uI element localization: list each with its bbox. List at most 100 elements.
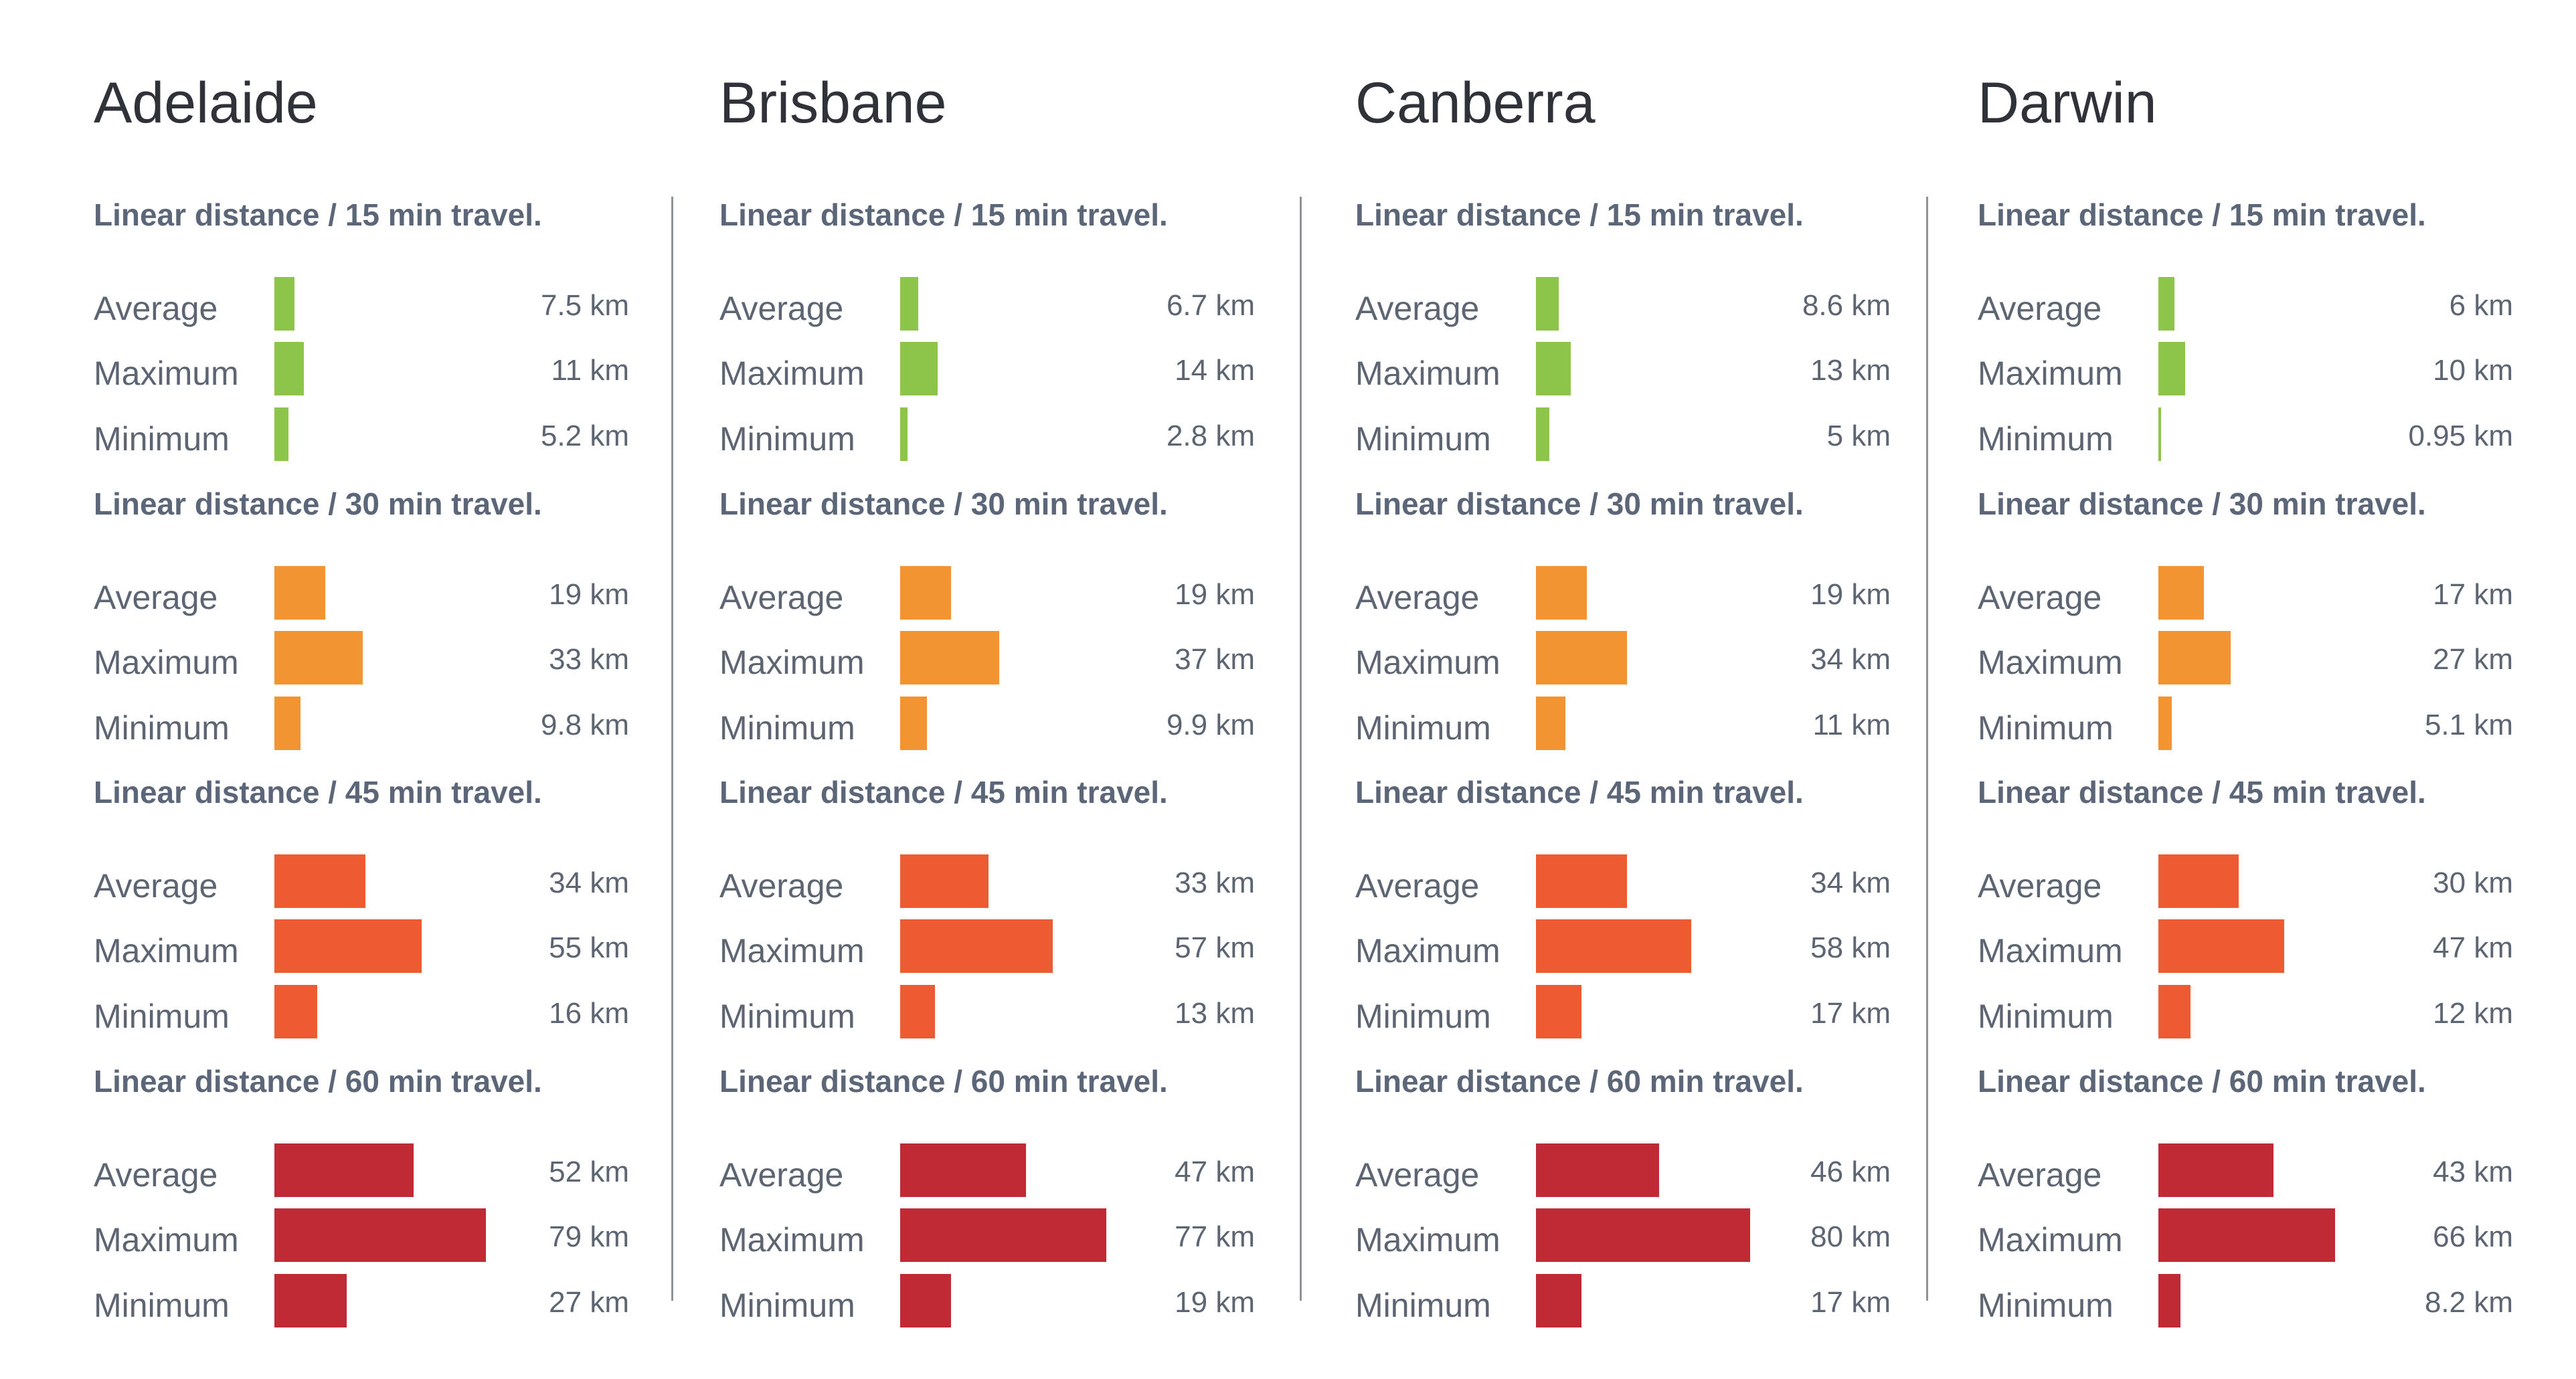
- bar-row-average: Average 47 km: [719, 1141, 1255, 1205]
- bar-45-maximum: [274, 919, 422, 973]
- bar-15-maximum: [274, 342, 304, 395]
- value-label: 12 km: [2433, 997, 2513, 1030]
- row-label: Average: [1355, 1156, 1480, 1194]
- bar-60-average: [1536, 1143, 1659, 1197]
- section-title: Linear distance / 60 min travel.: [94, 1064, 542, 1099]
- value-label: 47 km: [1175, 1156, 1255, 1188]
- city-column-darwin: Darwin Linear distance / 15 min travel. Av…: [1978, 0, 2526, 1379]
- value-label: 13 km: [1175, 997, 1255, 1030]
- row-label: Maximum: [94, 1221, 239, 1259]
- bar-row-minimum: Minimum 0.95 km: [1978, 405, 2513, 469]
- row-label: Average: [94, 1156, 218, 1194]
- bar-60-minimum: [2158, 1274, 2180, 1327]
- bar-row-average: Average 19 km: [719, 563, 1255, 628]
- row-label: Minimum: [1978, 709, 2114, 747]
- row-label: Average: [1978, 1156, 2102, 1194]
- row-label: Minimum: [1355, 709, 1491, 747]
- bar-row-minimum: Minimum 17 km: [1355, 1271, 1891, 1336]
- bar-60-minimum: [1536, 1274, 1581, 1327]
- bar-30-maximum: [1536, 631, 1627, 684]
- bar-45-maximum: [2158, 919, 2284, 973]
- row-label: Maximum: [1978, 932, 2123, 970]
- value-label: 13 km: [1810, 354, 1891, 387]
- value-label: 6 km: [2449, 289, 2513, 322]
- bar-row-average: Average 7.5 km: [94, 274, 629, 339]
- value-label: 80 km: [1810, 1220, 1891, 1253]
- row-label: Minimum: [1978, 420, 2114, 458]
- value-label: 8.6 km: [1802, 289, 1891, 322]
- bar-row-average: Average 43 km: [1978, 1141, 2513, 1205]
- bar-60-maximum: [274, 1208, 486, 1262]
- travel-group-60-min: Linear distance / 60 min travel. Average 4…: [719, 1064, 1308, 1368]
- bar-60-maximum: [1536, 1208, 1750, 1262]
- row-label: Maximum: [719, 932, 865, 970]
- bar-15-average: [900, 277, 918, 331]
- section-title: Linear distance / 30 min travel.: [94, 486, 542, 521]
- bar-row-average: Average 8.6 km: [1355, 274, 1891, 339]
- section-title: Linear distance / 60 min travel.: [719, 1064, 1168, 1099]
- bar-row-minimum: Minimum 13 km: [719, 982, 1255, 1046]
- travel-group-15-min: Linear distance / 15 min travel. Average 8…: [1355, 197, 1944, 502]
- bar-row-minimum: Minimum 8.2 km: [1978, 1271, 2513, 1336]
- bar-row-average: Average 6 km: [1978, 274, 2513, 339]
- section-title: Linear distance / 60 min travel.: [1355, 1064, 1804, 1099]
- bar-45-maximum: [1536, 919, 1691, 973]
- value-label: 19 km: [549, 578, 629, 611]
- row-label: Average: [1978, 867, 2102, 905]
- value-label: 55 km: [549, 931, 629, 964]
- row-label: Maximum: [1355, 355, 1500, 392]
- value-label: 8.2 km: [2424, 1286, 2513, 1319]
- section-title: Linear distance / 45 min travel.: [719, 775, 1168, 810]
- row-label: Average: [94, 867, 218, 905]
- travel-group-45-min: Linear distance / 45 min travel. Average 3…: [1355, 775, 1944, 1079]
- bar-row-average: Average 52 km: [94, 1141, 629, 1205]
- row-label: Average: [1978, 579, 2102, 616]
- bar-row-maximum: Maximum 80 km: [1355, 1206, 1891, 1270]
- bar-row-maximum: Maximum 66 km: [1978, 1206, 2513, 1270]
- value-label: 33 km: [549, 643, 629, 676]
- bar-row-minimum: Minimum 11 km: [1355, 694, 1891, 758]
- value-label: 6.7 km: [1166, 289, 1255, 322]
- bar-row-maximum: Maximum 33 km: [94, 628, 629, 693]
- bar-30-average: [2158, 566, 2204, 620]
- travel-group-15-min: Linear distance / 15 min travel. Average 6…: [1978, 197, 2567, 502]
- travel-group-60-min: Linear distance / 60 min travel. Average 4…: [1978, 1064, 2567, 1368]
- bar-30-maximum: [274, 631, 363, 684]
- city-column-adelaide: Adelaide Linear distance / 15 min travel.…: [94, 0, 642, 1379]
- travel-group-30-min: Linear distance / 30 min travel. Average 1…: [1355, 486, 1944, 791]
- bar-row-maximum: Maximum 58 km: [1355, 917, 1891, 981]
- section-title: Linear distance / 45 min travel.: [1978, 775, 2426, 810]
- bar-row-maximum: Maximum 27 km: [1978, 628, 2513, 693]
- bar-row-average: Average 33 km: [719, 852, 1255, 916]
- value-label: 10 km: [2433, 354, 2513, 387]
- bar-60-average: [2158, 1143, 2273, 1197]
- value-label: 27 km: [549, 1286, 629, 1319]
- bar-row-minimum: Minimum 16 km: [94, 982, 629, 1046]
- value-label: 14 km: [1175, 354, 1255, 387]
- section-title: Linear distance / 45 min travel.: [1355, 775, 1804, 810]
- bar-row-minimum: Minimum 9.8 km: [94, 694, 629, 758]
- row-label: Minimum: [1978, 1287, 2114, 1324]
- value-label: 33 km: [1175, 866, 1255, 899]
- bar-15-average: [2158, 277, 2174, 331]
- value-label: 47 km: [2433, 931, 2513, 964]
- value-label: 5.1 km: [2424, 709, 2513, 741]
- row-label: Average: [1355, 867, 1480, 905]
- bar-row-minimum: Minimum 5.2 km: [94, 405, 629, 469]
- bar-row-minimum: Minimum 9.9 km: [719, 694, 1255, 758]
- row-label: Maximum: [94, 355, 239, 392]
- bar-row-maximum: Maximum 79 km: [94, 1206, 629, 1270]
- value-label: 30 km: [2433, 866, 2513, 899]
- value-label: 77 km: [1175, 1220, 1255, 1253]
- section-title: Linear distance / 60 min travel.: [1978, 1064, 2426, 1099]
- bar-15-minimum: [1536, 407, 1549, 461]
- bar-30-minimum: [1536, 697, 1565, 750]
- value-label: 52 km: [549, 1156, 629, 1188]
- row-label: Average: [94, 579, 218, 616]
- value-label: 46 km: [1810, 1156, 1891, 1188]
- value-label: 5 km: [1826, 420, 1891, 452]
- row-label: Average: [719, 290, 844, 327]
- bar-45-average: [2158, 854, 2239, 908]
- section-title: Linear distance / 45 min travel.: [94, 775, 542, 810]
- bar-row-average: Average 6.7 km: [719, 274, 1255, 339]
